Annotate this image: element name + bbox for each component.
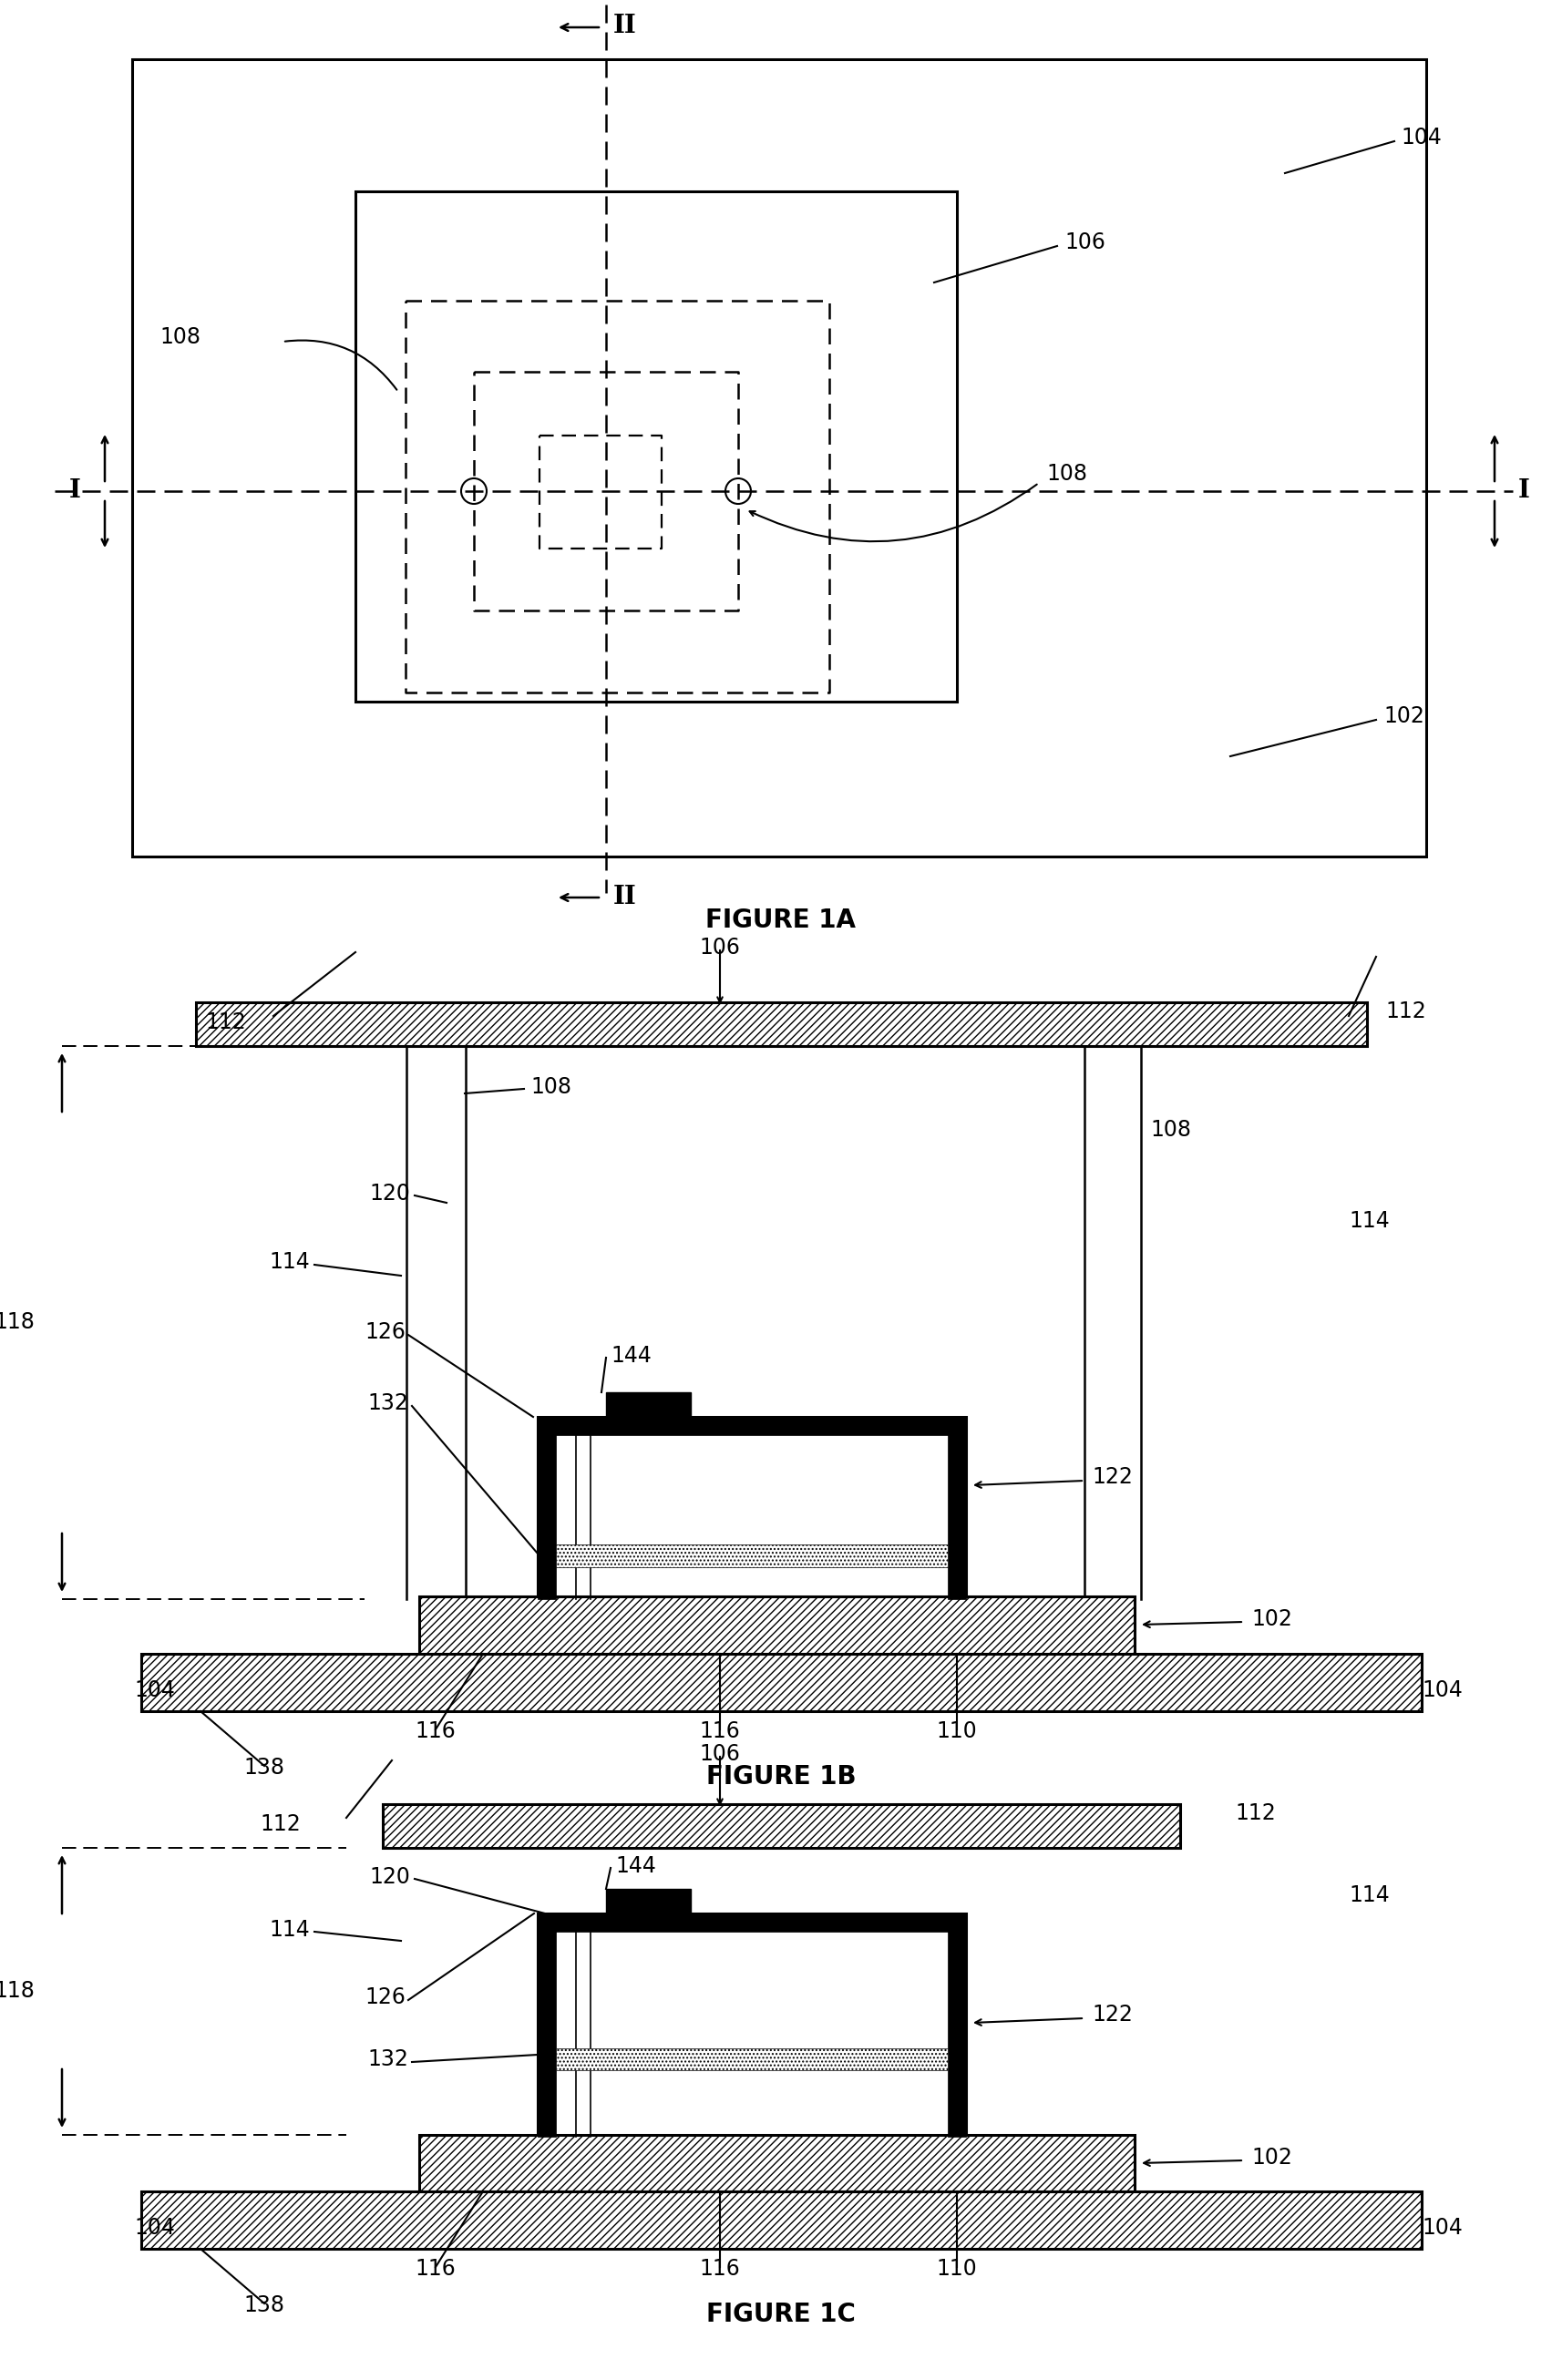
Text: I: I: [69, 478, 81, 505]
Bar: [355, 190, 956, 702]
Text: 108: 108: [530, 1076, 572, 1097]
Text: 118: 118: [0, 1980, 34, 2002]
Text: 108: 108: [159, 326, 200, 347]
Bar: [383, 1804, 1179, 1847]
Bar: [195, 1002, 1367, 1047]
Text: I: I: [1517, 478, 1529, 505]
Text: 126: 126: [364, 1321, 405, 1342]
Text: FIGURE 1C: FIGURE 1C: [706, 2301, 854, 2328]
Text: 114: 114: [269, 1252, 309, 1273]
Text: 102: 102: [1382, 704, 1423, 728]
Text: 112: 112: [1234, 1802, 1275, 1823]
Text: 104: 104: [1400, 126, 1440, 148]
Text: 116: 116: [700, 2259, 740, 2280]
Text: 132: 132: [367, 2049, 408, 2071]
Text: 118: 118: [0, 1311, 34, 1333]
Text: 104: 104: [1421, 2216, 1462, 2240]
Bar: [141, 2192, 1421, 2249]
Bar: [141, 1654, 1421, 1711]
Text: FIGURE 1B: FIGURE 1B: [706, 1764, 856, 1790]
Bar: [133, 60, 1426, 857]
Text: 144: 144: [611, 1345, 651, 1366]
Bar: [537, 1914, 556, 2137]
Text: 112: 112: [205, 1011, 245, 1033]
Text: 110: 110: [936, 2259, 976, 2280]
Text: 120: 120: [369, 1183, 409, 1204]
Text: 114: 114: [1348, 1885, 1389, 1906]
Text: 106: 106: [700, 1742, 740, 1766]
Text: 116: 116: [415, 1721, 456, 1742]
Bar: [556, 1545, 947, 1566]
Text: 144: 144: [615, 1854, 656, 1878]
Text: 138: 138: [244, 1756, 284, 1778]
Bar: [537, 1416, 965, 1435]
Text: 102: 102: [1251, 1609, 1292, 1630]
Bar: [606, 1392, 690, 1418]
Bar: [537, 1914, 965, 2137]
Text: II: II: [612, 14, 636, 38]
Text: 106: 106: [700, 938, 740, 959]
Text: 108: 108: [1045, 462, 1087, 486]
Text: 122: 122: [1092, 1466, 1132, 1488]
Bar: [537, 1416, 965, 1599]
Text: FIGURE 1A: FIGURE 1A: [706, 907, 856, 933]
Bar: [419, 1597, 1134, 1654]
Text: 138: 138: [244, 2294, 284, 2316]
Bar: [537, 1914, 965, 1933]
Text: 106: 106: [1064, 231, 1104, 252]
Text: 122: 122: [1092, 2004, 1132, 2025]
Bar: [947, 1914, 965, 2137]
Text: 104: 104: [1421, 1680, 1462, 1702]
Text: 116: 116: [415, 2259, 456, 2280]
Text: II: II: [612, 885, 636, 909]
Text: 108: 108: [1150, 1119, 1190, 1140]
Text: 116: 116: [700, 1721, 740, 1742]
Text: 110: 110: [936, 1721, 976, 1742]
Bar: [947, 1416, 965, 1599]
Text: 104: 104: [134, 2216, 175, 2240]
Bar: [606, 1890, 690, 1914]
Text: 102: 102: [1251, 2147, 1292, 2168]
Text: 132: 132: [367, 1392, 408, 1414]
Text: 120: 120: [369, 1866, 409, 1887]
Text: 114: 114: [1348, 1209, 1389, 1233]
Bar: [419, 2135, 1134, 2192]
Text: 126: 126: [364, 1987, 405, 2009]
Text: 104: 104: [134, 1680, 175, 1702]
Text: 114: 114: [269, 1918, 309, 1940]
Text: 112: 112: [1384, 1000, 1425, 1023]
Bar: [537, 1416, 556, 1599]
Bar: [556, 2049, 947, 2071]
Text: 112: 112: [259, 1814, 300, 1835]
